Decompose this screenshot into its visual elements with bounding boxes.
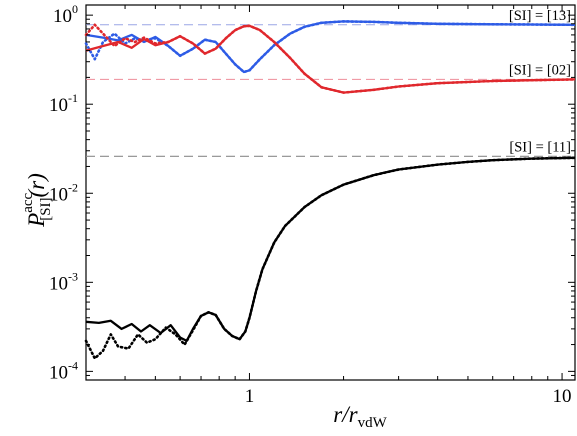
annotation-label-1: [SI] = [02] bbox=[509, 62, 571, 78]
series-line-3 bbox=[84, 23, 577, 94]
axis-ticks: 1 10 10-4 10-3 10-2 10-1 100 bbox=[49, 2, 575, 407]
y-tick-label: 10-1 bbox=[49, 91, 78, 116]
x-tick-label: 10 bbox=[553, 386, 572, 407]
series-line-0 bbox=[85, 20, 576, 74]
series-line-5 bbox=[84, 156, 577, 360]
y-tick-label: 100 bbox=[53, 2, 78, 27]
annotation-label-0: [SI] = [13] bbox=[509, 8, 571, 24]
annotations: [SI] = [13] [SI] = [02] [SI] = [11] bbox=[509, 8, 571, 156]
y-tick-label: 10-2 bbox=[49, 180, 78, 205]
series-line-4 bbox=[85, 156, 576, 343]
x-axis-label: r/rvdW bbox=[333, 402, 387, 431]
series-line-1 bbox=[84, 20, 577, 74]
y-axis-label: Pacc [SI](r) bbox=[20, 173, 54, 228]
plot-frame bbox=[85, 4, 576, 381]
y-tick-label: 10-4 bbox=[49, 358, 78, 383]
annotation-label-2: [SI] = [11] bbox=[509, 139, 571, 155]
series-lines bbox=[84, 20, 577, 360]
x-tick-label: 1 bbox=[245, 386, 255, 407]
series-line-2 bbox=[85, 24, 576, 94]
y-tick-label: 10-3 bbox=[49, 269, 78, 294]
